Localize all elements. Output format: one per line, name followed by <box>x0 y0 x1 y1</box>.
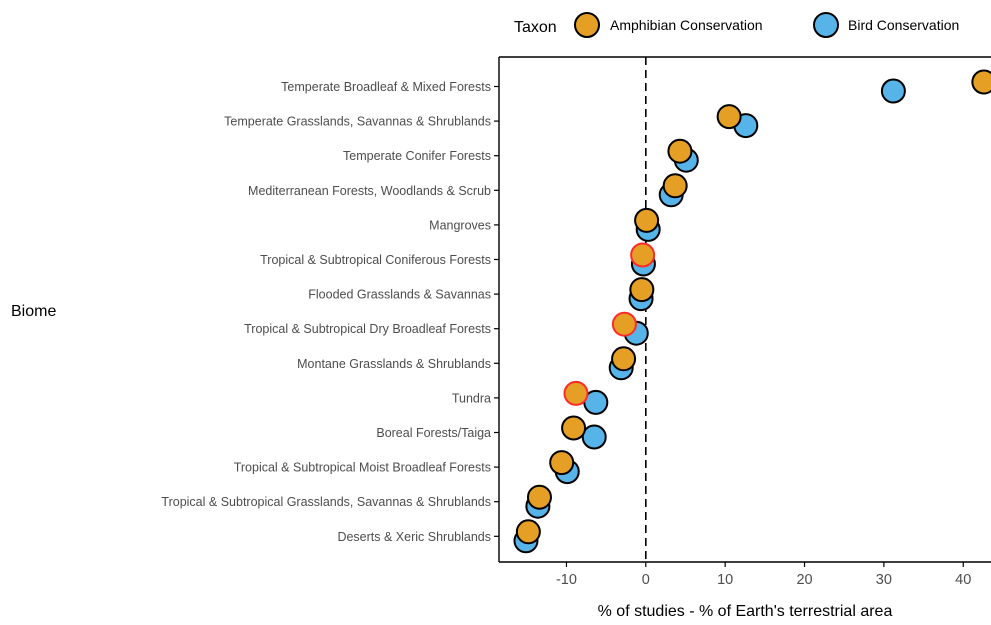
legend-bird-marker <box>813 12 839 38</box>
y-tick-label: Tropical & Subtropical Grasslands, Savan… <box>161 495 491 509</box>
y-tick-label: Temperate Conifer Forests <box>343 149 491 163</box>
data-points <box>513 69 991 554</box>
amphibian-point <box>563 380 589 406</box>
legend-amphibian-label: Amphibian Conservation <box>610 17 763 33</box>
x-axis-title: % of studies - % of Earth's terrestrial … <box>598 603 893 620</box>
amphibian-point <box>526 484 552 510</box>
y-axis-ticks: Temperate Broadleaf & Mixed Forests Tempe… <box>161 80 499 544</box>
amphibian-point <box>515 519 541 545</box>
y-tick-label: Boreal Forests/Taiga <box>376 426 491 440</box>
bird-point <box>581 424 607 450</box>
y-tick-label: Deserts & Xeric Shrublands <box>337 530 491 544</box>
amphibian-point <box>634 207 660 233</box>
legend-item-amphibian: Amphibian Conservation <box>574 12 763 38</box>
x-tick-label: 20 <box>796 572 812 588</box>
y-tick-label: Tropical & Subtropical Dry Broadleaf For… <box>244 322 491 336</box>
legend-bird-label: Bird Conservation <box>848 17 959 33</box>
amphibian-point <box>629 277 655 303</box>
x-tick-label: 40 <box>955 572 971 588</box>
x-tick-label: 30 <box>876 572 892 588</box>
amphibian-point <box>611 311 637 337</box>
y-tick-label: Mediterranean Forests, Woodlands & Scrub <box>248 184 491 198</box>
amphibian-point <box>630 242 656 268</box>
amphibian-point <box>662 173 688 199</box>
bird-point <box>880 78 906 104</box>
amphibian-point <box>667 138 693 164</box>
y-tick-label: Temperate Grasslands, Savannas & Shrubla… <box>224 115 491 129</box>
plot-area: Temperate Broadleaf & Mixed Forests Tempe… <box>161 56 991 588</box>
amphibian-point <box>716 104 742 130</box>
y-tick-label: Montane Grasslands & Shrublands <box>297 357 491 371</box>
y-tick-label: Temperate Broadleaf & Mixed Forests <box>281 80 491 94</box>
legend: Taxon Amphibian Conservation Bird Conser… <box>514 12 959 38</box>
x-tick-label: -10 <box>556 572 577 588</box>
y-tick-label: Flooded Grasslands & Savannas <box>308 288 491 302</box>
y-tick-label: Tropical & Subtropical Coniferous Forest… <box>260 253 491 267</box>
amphibian-point <box>611 346 637 372</box>
x-tick-label: 0 <box>642 572 650 588</box>
amphibian-point <box>561 415 587 441</box>
x-tick-label: 10 <box>717 572 733 588</box>
y-axis-title: Biome <box>11 303 56 320</box>
legend-amphibian-marker <box>574 12 600 38</box>
x-axis-ticks: -10 0 10 20 30 40 <box>556 562 971 588</box>
legend-title: Taxon <box>514 19 557 36</box>
legend-item-bird: Bird Conservation <box>813 12 959 38</box>
y-tick-label: Mangroves <box>429 218 491 232</box>
y-tick-label: Tropical & Subtropical Moist Broadleaf F… <box>234 461 491 475</box>
y-tick-label: Tundra <box>452 391 491 405</box>
amphibian-point <box>549 450 575 476</box>
amphibian-point <box>971 69 991 95</box>
